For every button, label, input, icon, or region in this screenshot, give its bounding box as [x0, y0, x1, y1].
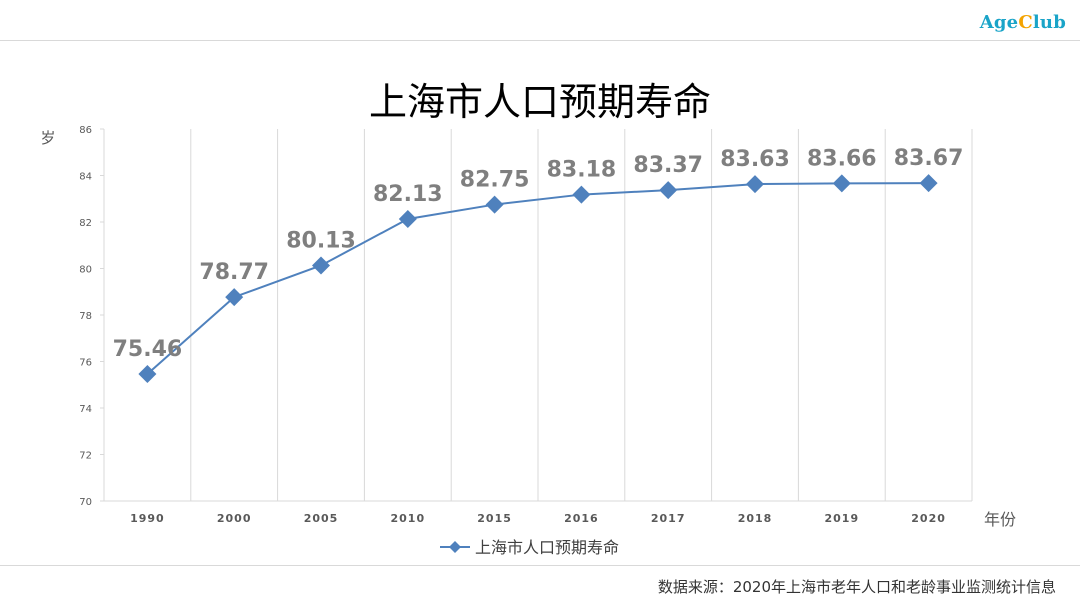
- data-label: 75.46: [113, 337, 183, 362]
- data-label: 80.13: [286, 228, 356, 253]
- ageclub-logo: AgeClub: [979, 12, 1066, 33]
- y-tick-label: 72: [79, 451, 92, 462]
- legend: 上海市人口预期寿命: [440, 538, 619, 557]
- data-label: 78.77: [199, 260, 269, 285]
- x-tick-label: 2000: [217, 512, 252, 525]
- data-point-marker: [138, 365, 157, 384]
- data-label: 83.63: [720, 147, 790, 172]
- y-tick-label: 76: [79, 358, 92, 369]
- x-tick-label: 2019: [824, 512, 859, 525]
- data-point-marker: [398, 209, 417, 228]
- data-point-marker: [746, 175, 764, 194]
- x-tick-label: 1990: [130, 512, 165, 525]
- y-tick-label: 74: [79, 404, 92, 415]
- data-point-marker: [659, 181, 678, 200]
- y-tick-label: 84: [79, 172, 92, 183]
- chart-area: 上海市人口预期寿命 岁 年份 70 72 74 76 78 80 82 84 86 1990 20…: [0, 40, 1080, 566]
- data-point-marker: [919, 174, 938, 193]
- data-label: 83.18: [547, 158, 617, 183]
- data-point-marker: [225, 288, 244, 307]
- data-label: 83.37: [633, 153, 703, 178]
- life-expectancy-chart: 上海市人口预期寿命 岁 年份 70 72 74 76 78 80 82 84 86 1990 20…: [40, 80, 1016, 557]
- x-tick-label: 2010: [390, 512, 425, 525]
- data-label: 82.75: [460, 168, 530, 193]
- x-axis-label: 年份: [984, 510, 1016, 529]
- series-line: [146, 182, 929, 375]
- data-point-marker: [832, 174, 851, 193]
- source-note: 数据来源：2020年上海市老年人口和老龄事业监测统计信息: [657, 578, 1056, 596]
- y-tick-label: 82: [79, 218, 92, 229]
- x-tick-label: 2016: [564, 512, 599, 525]
- y-tick-label: 86: [79, 125, 92, 136]
- data-label: 83.67: [894, 146, 964, 171]
- series-layer: [138, 174, 938, 384]
- data-labels: 75.46 78.77 80.13 82.13 82.75 83.18 83.37 83.63…: [113, 146, 964, 362]
- data-label: 83.66: [807, 146, 877, 171]
- y-tick-label: 70: [79, 497, 92, 508]
- chart-title: 上海市人口预期寿命: [369, 80, 711, 124]
- legend-label: 上海市人口预期寿命: [475, 538, 619, 557]
- x-tick-label: 2017: [651, 512, 686, 525]
- y-axis-label: 岁: [40, 129, 55, 147]
- data-point-marker: [312, 256, 330, 275]
- x-tick-label: 2015: [477, 512, 512, 525]
- x-tick-label: 2018: [738, 512, 773, 525]
- y-tick-label: 78: [79, 311, 92, 322]
- data-point-marker: [572, 185, 591, 204]
- x-tick-label: 2005: [304, 512, 339, 525]
- y-tick-labels: 70 72 74 76 78 80 82 84 86: [79, 125, 104, 508]
- legend-marker: [449, 541, 461, 553]
- y-tick-label: 80: [79, 265, 92, 276]
- data-point-marker: [485, 195, 504, 214]
- x-tick-labels: 1990 2000 2005 2010 2015 2016 2017 2018 2019 2020: [130, 512, 946, 525]
- x-tick-label: 2020: [911, 512, 946, 525]
- header-band: AgeClub: [0, 0, 1080, 40]
- data-label: 82.13: [373, 182, 443, 207]
